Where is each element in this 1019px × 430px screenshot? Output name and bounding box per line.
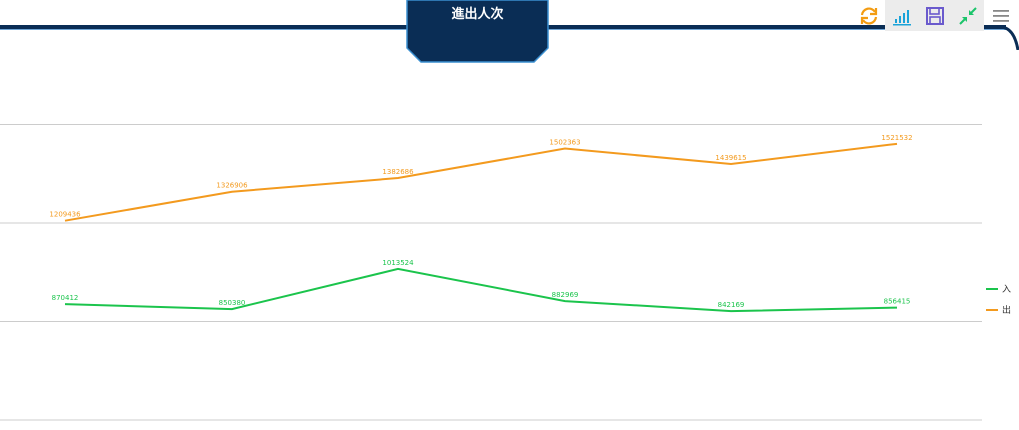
data-label: 1326906 xyxy=(216,182,248,190)
data-label: 1502363 xyxy=(549,139,580,147)
data-label: 856415 xyxy=(884,298,911,306)
refresh-icon xyxy=(860,6,877,25)
gridlines xyxy=(0,25,982,421)
data-label: 1209436 xyxy=(49,211,81,219)
title-tab xyxy=(406,0,549,63)
legend-label-out: 出 xyxy=(1002,306,1012,316)
data-labels: 870412 850380 1013524 882969 842169 856415 120… xyxy=(49,134,912,309)
series-line-1[interactable] xyxy=(64,142,898,222)
data-label: 1382686 xyxy=(382,168,414,176)
header-bar-curve xyxy=(1000,25,1019,50)
collapse-button[interactable] xyxy=(951,0,984,31)
legend-item-out[interactable]: 出 xyxy=(986,299,1011,320)
menu-button[interactable] xyxy=(984,0,1017,31)
data-label: 850380 xyxy=(219,299,246,307)
data-label: 842169 xyxy=(718,301,745,309)
menu-icon xyxy=(992,9,1009,22)
data-label: 1013524 xyxy=(382,259,414,267)
legend-swatch-in xyxy=(986,287,998,290)
data-label: 882969 xyxy=(552,291,579,299)
data-label: 1439615 xyxy=(715,154,746,162)
series-line-0[interactable] xyxy=(64,267,898,313)
data-label: 870412 xyxy=(52,294,79,302)
collapse-icon xyxy=(958,6,977,25)
legend-label-in: 入 xyxy=(1002,285,1012,295)
chart-title: 進出人次 xyxy=(451,7,504,22)
refresh-button[interactable] xyxy=(852,0,885,31)
save-icon xyxy=(925,6,944,25)
series-lines xyxy=(64,142,898,313)
save-button[interactable] xyxy=(918,0,951,31)
legend-item-in[interactable]: 入 xyxy=(986,278,1011,299)
data-label: 1521532 xyxy=(881,134,912,142)
legend-swatch-out xyxy=(986,308,998,311)
toolbar xyxy=(852,0,1019,31)
bar-chart-icon xyxy=(892,9,911,25)
legend: 入 出 xyxy=(986,278,1011,320)
bar-chart-button[interactable] xyxy=(885,0,918,31)
